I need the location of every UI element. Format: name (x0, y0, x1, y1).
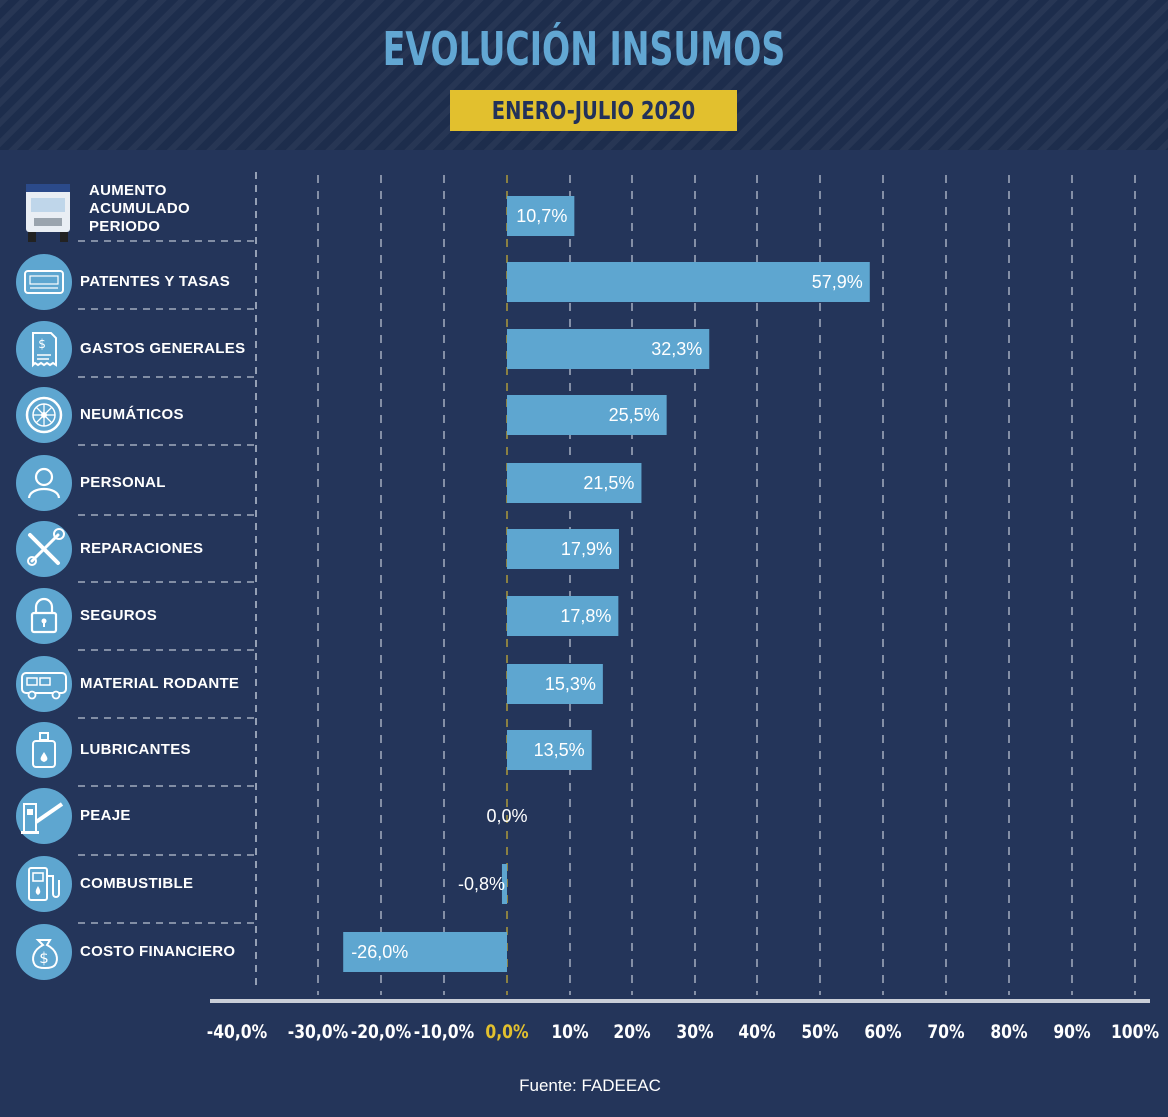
bar (507, 196, 575, 236)
category-label: PERSONAL (80, 474, 166, 491)
x-tick-label: 50% (801, 1022, 838, 1044)
bar-value-label: -26,0% (351, 942, 408, 962)
category-label: PERIODO (89, 218, 161, 235)
x-tick-label: 40% (738, 1022, 775, 1044)
x-tick-label: 10% (551, 1022, 588, 1044)
bar-value-label: 15,3% (545, 674, 596, 694)
x-tick-label: 70% (927, 1022, 964, 1044)
bar-value-label: 32,3% (651, 339, 702, 359)
bar-value-label: -0,8% (458, 874, 505, 894)
bar (507, 529, 619, 569)
bar (507, 329, 710, 369)
tire-icon (25, 396, 63, 434)
category-label: GASTOS GENERALES (80, 340, 246, 357)
x-tick-label: 80% (990, 1022, 1027, 1044)
bar-value-label: 13,5% (534, 740, 585, 760)
padlock-icon (30, 597, 58, 634)
category-label: PATENTES Y TASAS (80, 273, 231, 290)
svg-text:$: $ (39, 949, 49, 967)
bar (507, 463, 642, 503)
svg-text:$: $ (38, 337, 46, 351)
bar-value-label: 21,5% (583, 473, 634, 493)
truck-icon (26, 184, 70, 242)
category-label: MATERIAL RODANTE (80, 675, 240, 692)
bar-value-label: 25,5% (609, 405, 660, 425)
money-bag-icon: $ (32, 939, 58, 969)
subtitle-box: ENERO-JULIO 2020 (450, 90, 737, 131)
chart-subtitle: ENERO-JULIO 2020 (491, 96, 696, 125)
category-label: REPARACIONES (80, 540, 204, 557)
category-label: AUMENTO (89, 182, 167, 199)
bar-value-label: 0,0% (486, 806, 527, 826)
category-label: ACUMULADO (89, 200, 191, 217)
tools-icon (27, 528, 65, 566)
category-label: NEUMÁTICOS (80, 406, 184, 423)
x-tick-label: -40,0% (207, 1022, 267, 1044)
x-tick-label: 90% (1053, 1022, 1090, 1044)
category-label: PEAJE (80, 807, 131, 824)
icon-background (16, 856, 72, 912)
bar-value-label: 10,7% (516, 206, 567, 226)
bar-value-label: 17,8% (560, 606, 611, 626)
chart-title: EVOLUCIÓN INSUMOS (382, 22, 786, 76)
x-tick-label: -30,0% (288, 1022, 348, 1044)
category-label: COSTO FINANCIERO (80, 943, 236, 960)
bar-value-label: 17,9% (561, 539, 612, 559)
bar (507, 395, 667, 435)
bar (507, 730, 592, 770)
bar (501, 864, 507, 904)
source-note: Fuente: FADEEAC (519, 1076, 661, 1095)
x-tick-label: 60% (864, 1022, 901, 1044)
bar (507, 596, 619, 636)
icon-background (16, 924, 72, 980)
bar (507, 664, 603, 704)
x-tick-label: 100% (1111, 1022, 1159, 1044)
bar-value-label: 57,9% (812, 272, 863, 292)
x-tick-label: 30% (676, 1022, 713, 1044)
icon-background (16, 722, 72, 778)
license-plate-icon (24, 270, 64, 294)
receipt-icon: $ (32, 332, 57, 368)
icon-background (16, 588, 72, 644)
category-label: COMBUSTIBLE (80, 875, 194, 892)
bus-icon (21, 672, 67, 700)
toll-barrier-icon (21, 802, 64, 834)
person-icon (27, 467, 61, 499)
oil-can-icon (32, 732, 56, 768)
bar (507, 262, 870, 302)
header-banner (0, 0, 1168, 150)
icon-background (16, 656, 72, 712)
category-label: LUBRICANTES (80, 741, 191, 758)
x-tick-label: 0,0% (485, 1022, 528, 1044)
fuel-pump-icon (28, 867, 60, 901)
icon-background (16, 321, 72, 377)
x-tick-label: -20,0% (351, 1022, 411, 1044)
category-label: SEGUROS (80, 607, 158, 624)
icon-background (16, 254, 72, 310)
x-tick-label: 20% (613, 1022, 650, 1044)
bar (343, 932, 507, 972)
icon-background (16, 455, 72, 511)
x-tick-label: -10,0% (414, 1022, 474, 1044)
